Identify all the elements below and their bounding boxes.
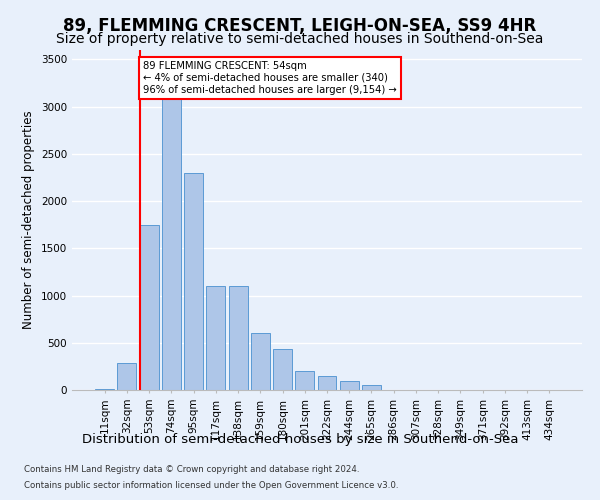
Bar xyxy=(140,224,158,390)
Bar xyxy=(251,334,270,390)
Text: 89, FLEMMING CRESCENT, LEIGH-ON-SEA, SS9 4HR: 89, FLEMMING CRESCENT, LEIGH-ON-SEA, SS9… xyxy=(64,18,536,36)
Bar xyxy=(184,173,203,390)
Bar xyxy=(317,376,337,390)
Bar xyxy=(229,286,248,390)
Bar xyxy=(295,371,314,390)
Text: 89 FLEMMING CRESCENT: 54sqm
← 4% of semi-detached houses are smaller (340)
96% o: 89 FLEMMING CRESCENT: 54sqm ← 4% of semi… xyxy=(143,62,397,94)
Bar xyxy=(162,83,181,390)
Bar xyxy=(206,286,225,390)
Text: Contains HM Land Registry data © Crown copyright and database right 2024.: Contains HM Land Registry data © Crown c… xyxy=(24,466,359,474)
Bar xyxy=(95,389,114,390)
Text: Distribution of semi-detached houses by size in Southend-on-Sea: Distribution of semi-detached houses by … xyxy=(82,432,518,446)
Bar xyxy=(273,350,292,390)
Text: Size of property relative to semi-detached houses in Southend-on-Sea: Size of property relative to semi-detach… xyxy=(56,32,544,46)
Bar xyxy=(340,380,359,390)
Text: Contains public sector information licensed under the Open Government Licence v3: Contains public sector information licen… xyxy=(24,480,398,490)
Y-axis label: Number of semi-detached properties: Number of semi-detached properties xyxy=(22,110,35,330)
Bar xyxy=(118,362,136,390)
Bar xyxy=(362,386,381,390)
